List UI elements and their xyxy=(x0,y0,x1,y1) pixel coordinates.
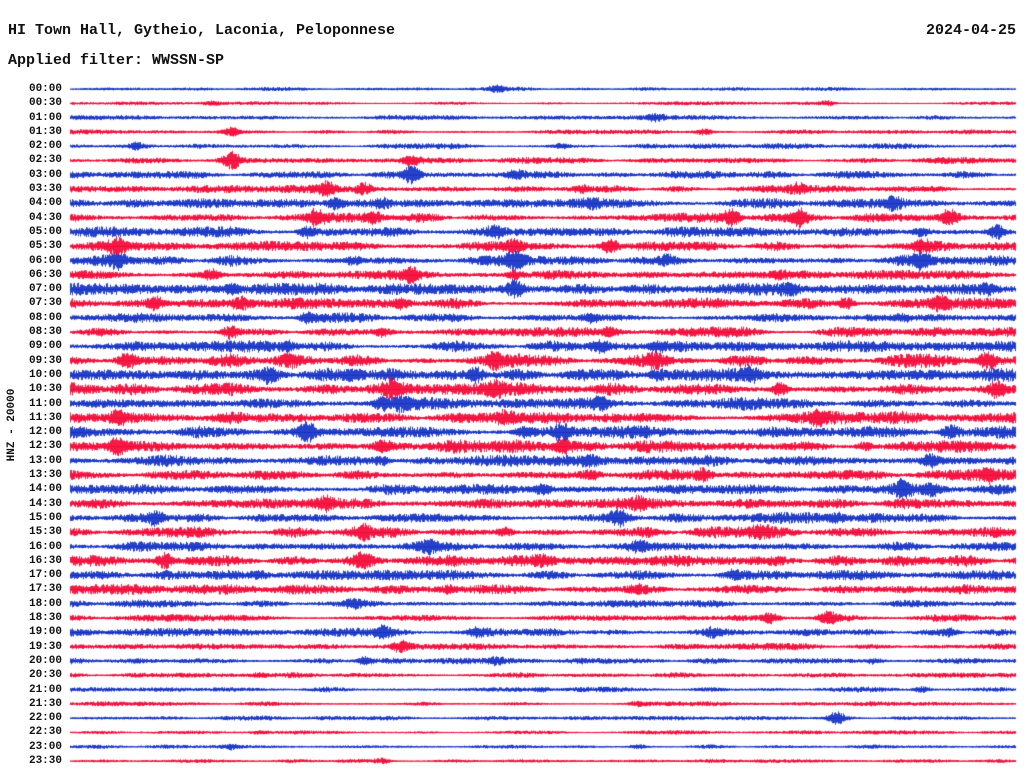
seismogram-canvas xyxy=(0,0,1024,780)
helicorder-screen: HI Town Hall, Gytheio, Laconia, Peloponn… xyxy=(0,0,1024,780)
